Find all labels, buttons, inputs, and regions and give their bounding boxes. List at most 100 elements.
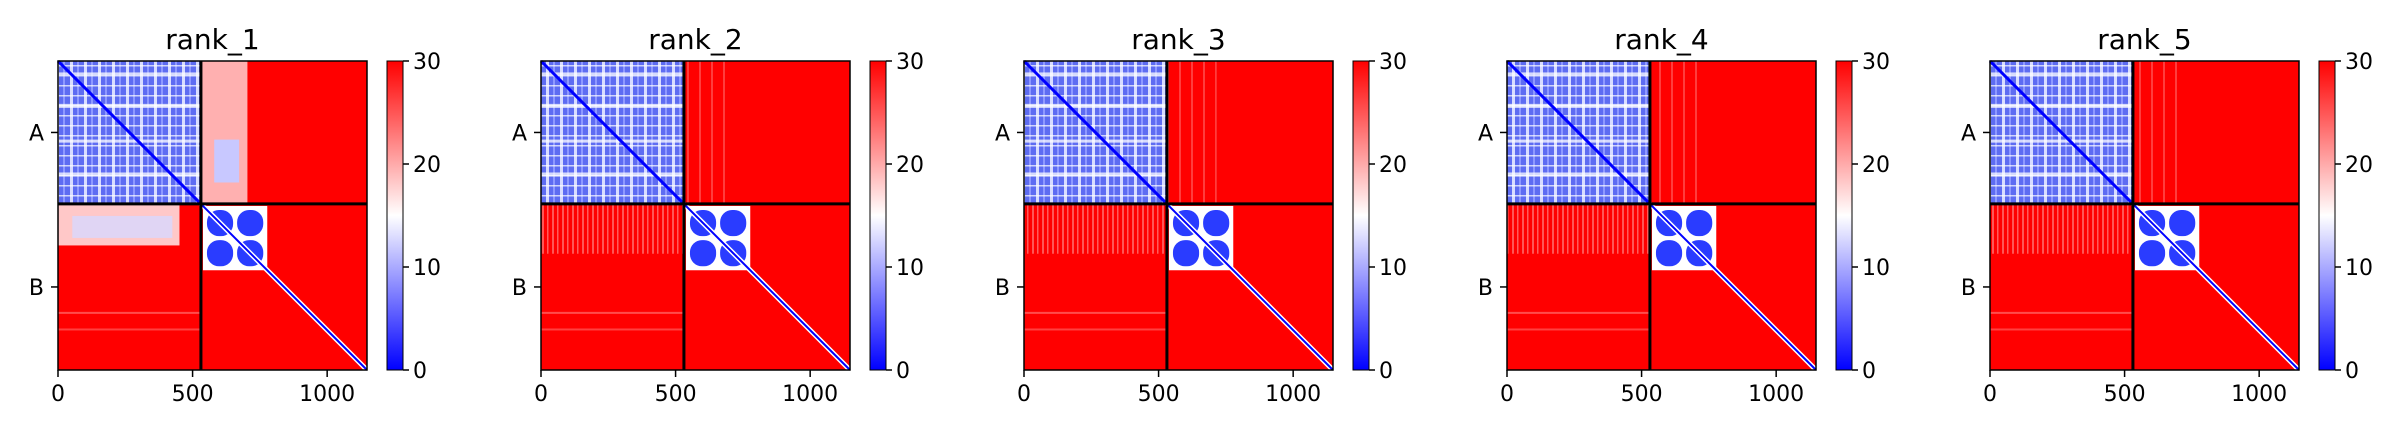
x-tick-label: 1000 [299,382,355,407]
x-tick-label: 0 [1500,382,1514,407]
plot-frame [57,60,368,371]
colorbar-tick-label: 30 [2345,50,2373,75]
heatmap-diagonal-bb [200,203,368,371]
colorbar-frame [2318,60,2336,371]
x-tick-label: 0 [534,382,548,407]
colorbar-tick-label: 20 [413,153,441,178]
y-tick-label-chain: B [995,276,1010,301]
heatmap-band [1990,172,2133,177]
heatmap-speckle [1024,311,1167,314]
heatmap-block-ba [72,215,173,238]
y-tick-label-chain: B [512,276,527,301]
pae-panel-3: rank_3 A B 0 500 1000 0 10 20 30 [995,23,1407,407]
heatmap-speckle [1507,311,1650,314]
heatmap-speckle [1024,328,1167,331]
pae-panel-2: rank_2 A B 0 500 1000 0 10 20 30 [512,23,924,407]
colorbar-tick-label: 30 [413,50,441,75]
x-tick-label: 0 [1017,382,1031,407]
heatmap-speckle [58,311,201,314]
heatmap-domain-lobe [720,209,747,237]
colorbar [2319,61,2335,370]
heatmap-diagonal-aa [1988,59,2134,205]
heatmap-band [58,103,201,108]
heatmap-block-ab [1166,61,1217,204]
colorbar-tick-label: 30 [1379,50,1407,75]
colorbar [387,61,403,370]
heatmap-speckle [1990,311,2133,314]
x-tick-label: 500 [655,382,697,407]
heatmap-diagonal-aa [1022,59,1168,205]
colorbar [1836,61,1852,370]
heatmap-band [1990,103,2133,108]
x-tick-label: 1000 [1265,382,1321,407]
colorbar-tick-label: 30 [896,50,924,75]
heatmap-speckle [1507,328,1650,331]
x-tick-label: 0 [1983,382,1997,407]
heatmap-block-ba [541,203,684,254]
colorbar-tick-label: 20 [1379,153,1407,178]
x-tick-label: 500 [1138,382,1180,407]
colorbar-frame [386,60,404,371]
heatmap-block-ba [1990,203,2133,254]
y-tick-label-chain: A [512,121,527,146]
colorbar-tick-label: 20 [896,153,924,178]
plot-frame [1989,60,2300,371]
y-tick-label-chain: A [29,121,44,146]
heatmap-band [1507,103,1650,108]
colorbar [1353,61,1369,370]
x-tick-label: 500 [2104,382,2146,407]
heatmap-block-ba [1507,203,1650,254]
heatmap-diagonal-aa [56,59,202,205]
x-tick-label: 500 [1621,382,1663,407]
y-tick-label-chain: A [995,121,1010,146]
panel-title: rank_4 [1614,23,1708,56]
pae-panel-4: rank_4 A B 0 500 1000 0 10 20 30 [1478,23,1890,407]
heatmap-band [541,103,684,108]
colorbar-tick-label: 30 [1862,50,1890,75]
plot-frame [1023,60,1334,371]
heatmap-speckle [541,311,684,314]
panel-title: rank_5 [2097,23,2191,56]
y-tick-label-chain: A [1478,121,1493,146]
heatmap-band [58,172,201,177]
heatmap-domain-lobe [1172,240,1200,267]
colorbar-tick-label: 10 [896,256,924,281]
heatmap-block-ab [2132,61,2183,204]
colorbar-frame [1835,60,1853,371]
heatmap-band [1024,103,1167,108]
colorbar-tick-label: 10 [2345,256,2373,281]
heatmap-domain-lobe [1655,240,1683,267]
heatmap-band [58,72,201,76]
heatmap-diagonal-bb [1166,203,1334,371]
pae-panel-1: rank_1 A B 0 500 1000 0 10 20 30 [29,23,441,407]
heatmap-band [1507,139,1650,143]
colorbar-tick-label: 20 [1862,153,1890,178]
heatmap-diagonal-aa [539,59,685,205]
heatmap-speckle [58,328,201,331]
heatmap-diagonal-bb [2132,203,2300,371]
heatmap-band [1507,172,1650,177]
colorbar-tick-label: 10 [1379,256,1407,281]
heatmap-domain-lobe [1203,209,1230,237]
heatmap-band [1507,72,1650,76]
heatmap-diagonal-aa [1505,59,1651,205]
x-tick-label: 1000 [2231,382,2287,407]
heatmap-band [1024,172,1167,177]
y-tick-label-chain: A [1961,121,1976,146]
heatmap-band [541,139,684,143]
colorbar-tick-label: 0 [896,359,910,384]
colorbar-tick-label: 0 [1862,359,1876,384]
colorbar-tick-label: 0 [2345,359,2359,384]
colorbar-tick-label: 20 [2345,153,2373,178]
heatmap-band [541,172,684,177]
plot-frame [1506,60,1817,371]
heatmap-domain-lobe [1686,209,1713,237]
y-tick-label-chain: B [1478,276,1493,301]
colorbar-tick-label: 0 [413,359,427,384]
panel-title: rank_3 [1131,23,1225,56]
heatmap-block-ba [1024,203,1167,254]
pae-panel-5: rank_5 A B 0 500 1000 0 10 20 30 [1961,23,2373,407]
heatmap-domain-lobe [2138,240,2166,267]
heatmap-block-ab [214,139,240,183]
